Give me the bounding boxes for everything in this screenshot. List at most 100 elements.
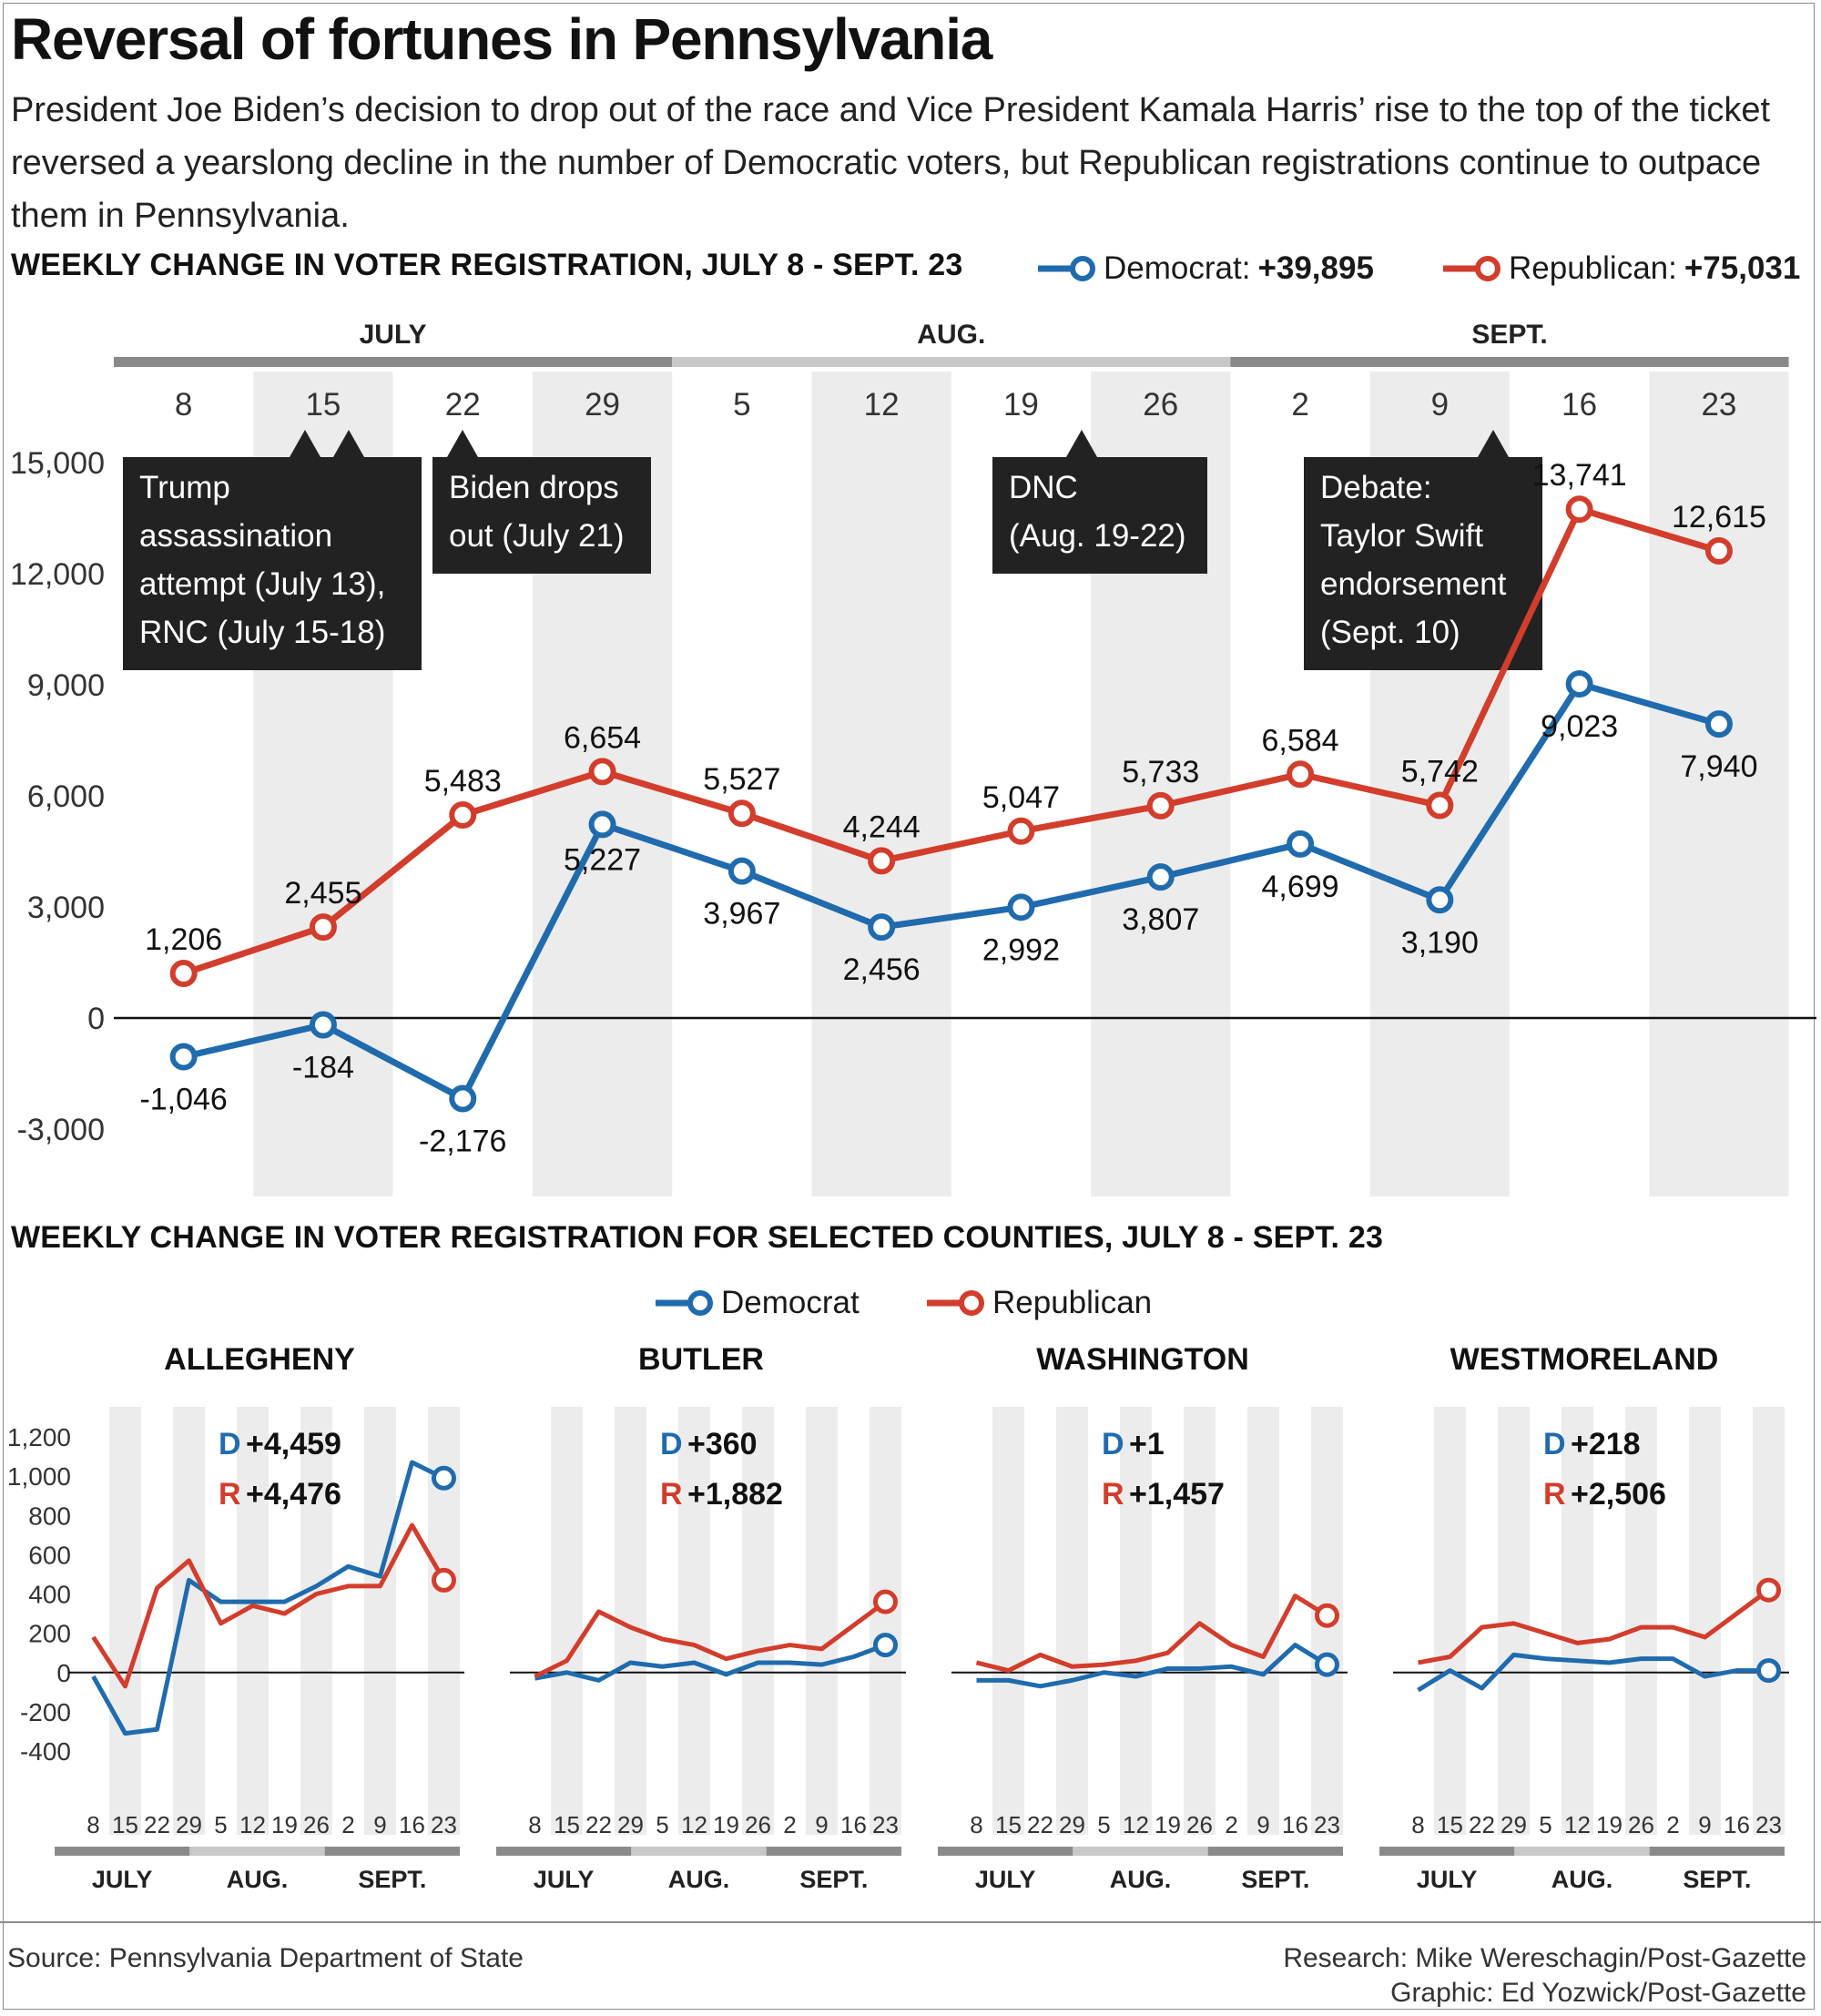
annotation-pointer xyxy=(447,430,478,457)
week-label: 23 xyxy=(1314,1811,1340,1838)
annotation-text: (Sept. 10) xyxy=(1320,615,1460,650)
county-dem-total: +360 xyxy=(687,1427,758,1461)
annotation-background xyxy=(432,457,651,574)
month-label: SEPT. xyxy=(799,1866,868,1893)
small-y-tick-label: 400 xyxy=(28,1581,71,1609)
month-label: AUG. xyxy=(1551,1866,1613,1893)
week-label: 15 xyxy=(995,1811,1022,1838)
legend-republican-label: Republican: xyxy=(1509,250,1677,286)
month-bar xyxy=(496,1847,632,1856)
small-y-tick-label: 1,200 xyxy=(7,1423,71,1451)
y-tick-label: 12,000 xyxy=(10,557,105,592)
republican-endpoint xyxy=(1756,1577,1781,1603)
republican-endpoint xyxy=(432,1567,456,1593)
republican-data-label: 1,206 xyxy=(145,922,222,957)
democrat-endpoint xyxy=(873,1633,898,1658)
week-label: 9 xyxy=(1256,1811,1269,1838)
graphic-credit: Graphic: Ed Yozwick/Post-Gazette xyxy=(1390,1978,1806,2008)
graphic-frame xyxy=(3,3,1815,2010)
democrat-point xyxy=(868,913,896,942)
democrat-point xyxy=(588,810,616,839)
week-label: 26 xyxy=(1628,1811,1654,1838)
month-bar xyxy=(1207,1847,1343,1856)
democrat-data-label: 4,699 xyxy=(1262,870,1339,904)
month-bar xyxy=(631,1847,767,1856)
small-y-tick-label: 1,000 xyxy=(7,1462,71,1491)
democrat-endpoint xyxy=(1315,1652,1339,1677)
month-bar xyxy=(672,357,1231,367)
page-subtitle: President Joe Biden’s decision to drop o… xyxy=(11,91,1771,235)
week-shade-band xyxy=(811,372,951,1196)
week-shade-band xyxy=(1625,1407,1657,1835)
republican-data-label: 6,584 xyxy=(1262,723,1339,758)
democrat-line-icon xyxy=(656,1290,713,1316)
week-label: 5 xyxy=(1539,1811,1551,1838)
week-shade-band xyxy=(109,1407,141,1835)
republican-point xyxy=(169,959,198,987)
small-y-tick-label: -400 xyxy=(20,1737,71,1766)
week-label: 2 xyxy=(1666,1811,1679,1838)
annotation-text: RNC (July 15-18) xyxy=(139,615,385,650)
week-label: 23 xyxy=(1755,1811,1782,1838)
month-label: AUG. xyxy=(668,1866,730,1893)
republican-point xyxy=(449,801,477,830)
week-shade-band xyxy=(1184,1407,1216,1835)
republican-data-label: 6,654 xyxy=(564,720,641,755)
county-rep-letter: R xyxy=(660,1477,683,1512)
y-tick-label: 3,000 xyxy=(27,891,105,925)
annotation-box: DNC (Aug. 19-22) xyxy=(992,430,1207,574)
democrat-point xyxy=(449,1084,477,1113)
week-label: 22 xyxy=(144,1811,170,1838)
page-title: Reversal of fortunes in Pennsylvania xyxy=(11,6,992,72)
republican-line-icon xyxy=(1443,256,1501,281)
annotation-background xyxy=(992,457,1207,574)
week-shade-band xyxy=(1247,1407,1279,1835)
week-label: 9 xyxy=(1698,1811,1711,1838)
week-label: 8 xyxy=(175,387,192,423)
week-label: 12 xyxy=(239,1811,266,1838)
counties-legend-democrat: Democrat xyxy=(656,1285,860,1321)
week-label: 12 xyxy=(681,1811,707,1838)
source-note: Source: Pennsylvania Department of State xyxy=(7,1943,524,1973)
week-label: 16 xyxy=(1724,1811,1750,1838)
county-title: WESTMORELAND xyxy=(1450,1342,1719,1377)
week-label: 22 xyxy=(445,387,481,423)
democrat-point xyxy=(309,1011,337,1039)
democrat-data-label: -184 xyxy=(292,1050,354,1084)
week-label: 29 xyxy=(176,1811,202,1838)
democrat-point xyxy=(1146,863,1175,891)
week-label: 5 xyxy=(733,387,750,423)
republican-data-label: 13,741 xyxy=(1532,458,1627,493)
democrat-point xyxy=(1287,830,1315,858)
month-bar xyxy=(1649,1847,1785,1856)
week-label: 15 xyxy=(1437,1811,1463,1838)
week-label: 29 xyxy=(1059,1811,1085,1838)
week-label: 29 xyxy=(585,387,620,423)
annotation-background xyxy=(1304,457,1542,670)
month-bar xyxy=(55,1847,190,1856)
democrat-data-label: 2,992 xyxy=(982,932,1060,967)
legend-republican-label: Republican xyxy=(992,1285,1153,1320)
small-y-tick-label: 0 xyxy=(56,1659,71,1687)
annotation-pointer xyxy=(333,430,364,457)
month-label: JULY xyxy=(975,1866,1036,1893)
democrat-data-label: -2,176 xyxy=(419,1124,506,1158)
month-label: JULY xyxy=(534,1866,595,1893)
republican-point xyxy=(588,758,616,786)
week-label: 9 xyxy=(373,1811,386,1838)
democrat-data-label: 2,456 xyxy=(843,952,921,987)
week-label: 12 xyxy=(864,387,900,423)
republican-data-label: 5,742 xyxy=(1401,754,1479,789)
democrat-series-line xyxy=(534,1643,887,1683)
democrat-data-label: 3,807 xyxy=(1122,902,1199,937)
annotation-box: Trump assassination attempt (July 13), RNC … xyxy=(123,430,422,670)
small-y-tick-label: -200 xyxy=(20,1698,71,1726)
research-credit: Research: Mike Wereschagin/Post-Gazette xyxy=(1283,1943,1806,1973)
month-label: SEPT. xyxy=(1241,1866,1309,1893)
week-label: 9 xyxy=(815,1811,828,1838)
county-title: WASHINGTON xyxy=(1036,1342,1249,1377)
democrat-point xyxy=(1007,893,1035,921)
democrat-point xyxy=(1426,886,1454,914)
county-dem-letter: D xyxy=(660,1427,683,1461)
week-shade-band xyxy=(300,1407,332,1835)
